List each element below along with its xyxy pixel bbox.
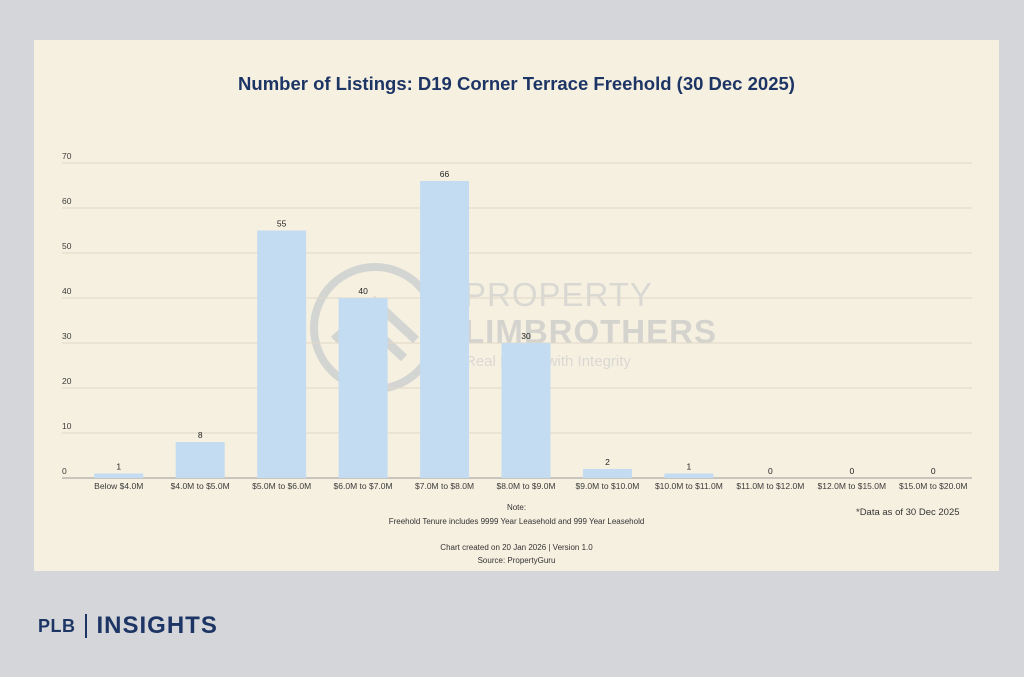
footer-brand: PLB INSIGHTS: [38, 612, 218, 640]
note-label: Note:: [506, 503, 527, 512]
note-text: Freehold Tenure includes 9999 Year Lease…: [388, 517, 645, 526]
x-tick-label: $11.0M to $12.0M: [736, 481, 804, 491]
data-as-of: *Data as of 30 Dec 2025: [856, 507, 960, 518]
watermark-line1: PROPERTY: [464, 276, 653, 313]
y-tick-label: 50: [62, 241, 72, 251]
bar: [501, 343, 551, 478]
brand-plb: PLB: [38, 615, 76, 636]
data-label: 8: [198, 430, 203, 440]
bar: [257, 230, 307, 478]
data-label: 0: [849, 466, 854, 476]
bar: [94, 473, 144, 478]
bar: [338, 298, 388, 478]
chart-card: Number of Listings: D19 Corner Terrace F…: [34, 40, 999, 571]
x-tick-label: $6.0M to $7.0M: [334, 481, 393, 491]
x-tick-label: Below $4.0M: [94, 481, 143, 491]
bar: [420, 181, 470, 478]
chart-title: Number of Listings: D19 Corner Terrace F…: [238, 73, 795, 94]
data-label: 55: [277, 219, 287, 229]
x-tick-label: $15.0M to $20.0M: [899, 481, 968, 491]
x-tick-label: $10.0M to $11.0M: [655, 481, 723, 491]
y-tick-label: 30: [62, 331, 72, 341]
bar-layer: [94, 181, 714, 478]
data-label: 66: [440, 169, 450, 179]
data-label: 40: [358, 286, 368, 296]
x-tick-label: $9.0M to $10.0M: [576, 481, 640, 491]
bar: [175, 442, 225, 478]
y-tick-label: 10: [62, 421, 72, 431]
data-label: 1: [687, 462, 692, 472]
y-tick-label: 70: [62, 151, 72, 161]
brand-divider: [84, 614, 87, 638]
x-tick-label: $4.0M to $5.0M: [171, 481, 230, 491]
data-label: 1: [116, 462, 121, 472]
y-tick-label: 0: [62, 466, 67, 476]
chart-svg: PROPERTY LIMBROTHERS Real Estate with In…: [62, 151, 972, 491]
x-tick-label: $5.0M to $6.0M: [252, 481, 311, 491]
data-label: 0: [768, 466, 773, 476]
y-tick-label: 60: [62, 196, 72, 206]
bar: [664, 473, 714, 478]
y-tick-label: 40: [62, 286, 72, 296]
data-label: 30: [521, 331, 531, 341]
bar: [582, 469, 632, 478]
brand-insights: INSIGHTS: [96, 612, 218, 639]
x-tick-label: $8.0M to $9.0M: [496, 481, 555, 491]
x-tick-label: $7.0M to $8.0M: [415, 481, 474, 491]
data-label: 2: [605, 457, 610, 467]
x-tick-label: $12.0M to $15.0M: [818, 481, 887, 491]
chart-created: Chart created on 20 Jan 2026 | Version 1…: [440, 543, 593, 552]
y-tick-label: 20: [62, 376, 72, 386]
chart-source: Source: PropertyGuru: [477, 556, 556, 565]
data-label: 0: [931, 466, 936, 476]
